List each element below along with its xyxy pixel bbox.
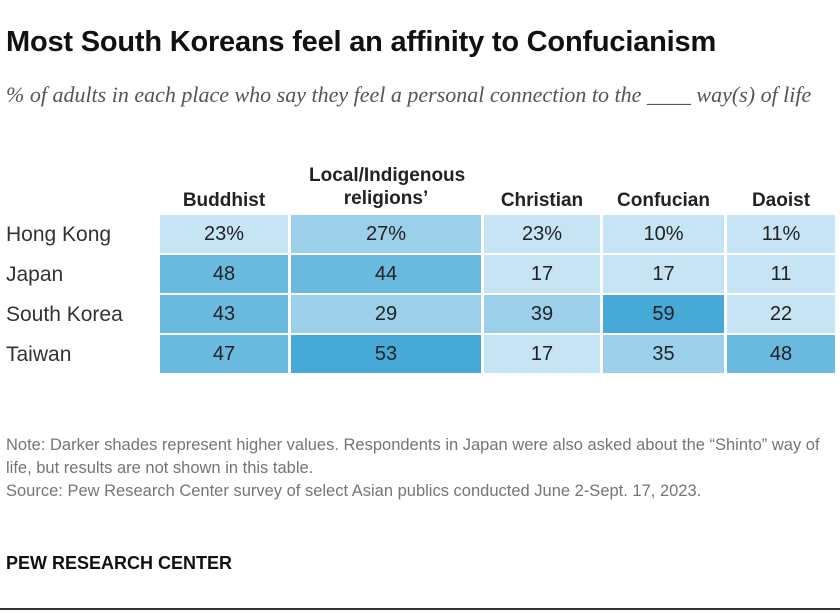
- table-cell: 44: [291, 255, 481, 293]
- table-cell: 48: [160, 255, 288, 293]
- row-label: Taiwan: [6, 343, 72, 366]
- row-label: Hong Kong: [6, 223, 112, 246]
- chart-subtitle: % of adults in each place who say they f…: [6, 82, 812, 107]
- brand-logo-text: PEW RESEARCH CENTER: [6, 553, 233, 573]
- source-text: Source: Pew Research Center survey of se…: [6, 482, 702, 500]
- table-cell: 17: [484, 255, 600, 293]
- table-cell: 11: [727, 255, 835, 293]
- column-header: Christian: [500, 190, 584, 211]
- table-cell: 29: [291, 295, 481, 333]
- row-label: South Korea: [6, 303, 123, 326]
- bottom-rule: [0, 608, 840, 610]
- table-cell: 35: [603, 335, 724, 373]
- table-cell: 11%: [727, 215, 835, 253]
- chart-title: Most South Koreans feel an affinity to C…: [6, 26, 717, 58]
- table-cell: 59: [603, 295, 724, 333]
- table-cell: 23%: [484, 215, 600, 253]
- table-cell: 10%: [603, 215, 724, 253]
- table-cell: 23%: [160, 215, 288, 253]
- table-cell: 43: [160, 295, 288, 333]
- note-text: Note: Darker shades represent higher val…: [6, 436, 820, 477]
- column-header: Buddhist: [182, 190, 266, 211]
- footnotes: Note: Darker shades represent higher val…: [6, 434, 836, 503]
- table-cell: 27%: [291, 215, 481, 253]
- row-label: Japan: [6, 263, 64, 286]
- column-header: Confucian: [617, 190, 710, 211]
- table-cell: 48: [727, 335, 835, 373]
- column-header: Daoist: [751, 190, 811, 211]
- table-cell: 53: [291, 335, 481, 373]
- table-cell: 17: [484, 335, 600, 373]
- table-cell: 47: [160, 335, 288, 373]
- table-cell: 17: [603, 255, 724, 293]
- column-header: Local/Indigenous religions’: [309, 165, 466, 209]
- table-cell: 39: [484, 295, 600, 333]
- table-cell: 22: [727, 295, 835, 333]
